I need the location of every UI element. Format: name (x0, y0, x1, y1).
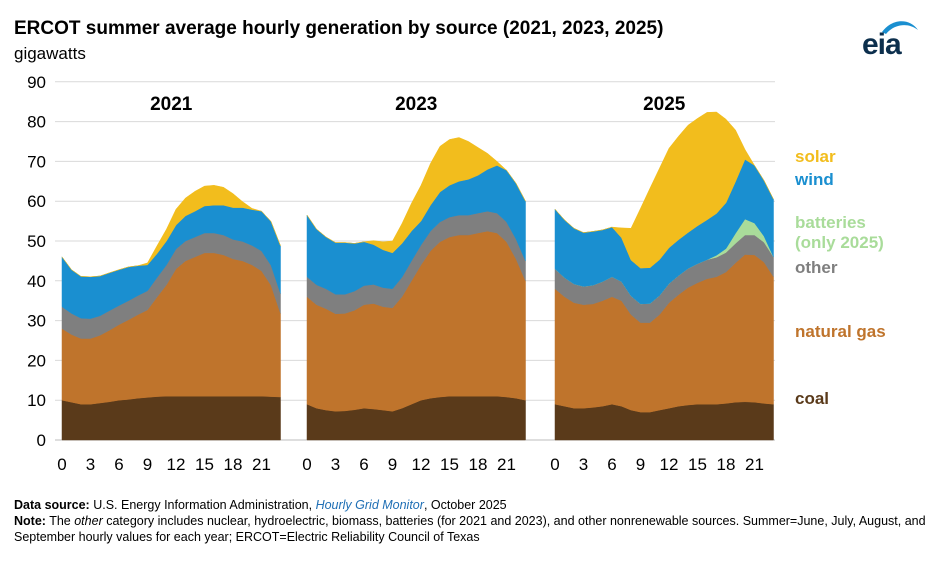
area-2023-solar (306, 137, 526, 254)
x-tick-label: 6 (359, 455, 368, 474)
y-tick-label: 40 (27, 272, 46, 291)
x-tick-label: 18 (717, 455, 736, 474)
x-tick-label: 15 (440, 455, 459, 474)
y-tick-label: 10 (27, 391, 46, 410)
panel-title-2023: 2023 (395, 94, 437, 115)
legend-label-line2: (only 2025) (795, 233, 884, 252)
x-tick-label: 12 (660, 455, 679, 474)
y-tick-label: 0 (37, 431, 46, 450)
x-tick-label: 12 (167, 455, 186, 474)
legend-label: batteries (795, 213, 866, 232)
legend-label: wind (795, 170, 834, 189)
eia-logo: eia (862, 16, 922, 62)
x-tick-label: 9 (636, 455, 645, 474)
x-tick-label: 21 (497, 455, 516, 474)
area-2021-solar (61, 185, 281, 278)
x-tick-label: 12 (412, 455, 431, 474)
legend-label: other (795, 258, 838, 277)
x-tick-label: 15 (688, 455, 707, 474)
x-tick-label: 6 (114, 455, 123, 474)
x-tick-label: 18 (469, 455, 488, 474)
y-tick-label: 80 (27, 113, 46, 132)
source-text: U.S. Energy Information Administration, (93, 498, 313, 512)
x-tick-label: 18 (224, 455, 243, 474)
x-tick-label: 0 (550, 455, 559, 474)
legend-gas: natural gas (795, 322, 886, 342)
legend-other: other (795, 258, 838, 278)
panel-title-2021: 2021 (150, 94, 193, 115)
unit-label: gigawatts (14, 44, 86, 63)
x-tick-label: 3 (86, 455, 95, 474)
source-link[interactable]: Hourly Grid Monitor (315, 498, 424, 512)
legend-label: coal (795, 389, 830, 408)
x-tick-label: 15 (195, 455, 214, 474)
x-tick-label: 21 (745, 455, 764, 474)
y-tick-label: 70 (27, 152, 46, 171)
area-2025-solar (554, 111, 774, 269)
x-tick-label: 3 (579, 455, 588, 474)
note-line: Note: The other category includes nuclea… (14, 513, 934, 545)
note-italic: other (74, 514, 103, 528)
x-tick-label: 21 (252, 455, 271, 474)
legend-label: solar (795, 147, 836, 166)
y-tick-label: 50 (27, 232, 46, 251)
x-tick-label: 9 (143, 455, 152, 474)
note-label: Note: (14, 514, 46, 528)
x-tick-label: 0 (302, 455, 311, 474)
y-tick-label: 60 (27, 192, 46, 211)
legend-label: natural gas (795, 322, 886, 341)
chart-title: ERCOT summer average hourly generation b… (14, 18, 664, 39)
y-tick-label: 90 (27, 73, 46, 92)
x-tick-label: 6 (607, 455, 616, 474)
legend-coal: coal (795, 389, 829, 409)
legend-solar: solar (795, 147, 836, 167)
legend-batteries: batteries (only 2025) (795, 213, 884, 253)
panel-title-2025: 2025 (643, 94, 686, 115)
x-tick-label: 9 (388, 455, 397, 474)
footer: Data source: U.S. Energy Information Adm… (14, 497, 934, 545)
source-date: , October 2025 (423, 498, 507, 512)
eia-logo-text: eia (862, 28, 902, 61)
source-line: Data source: U.S. Energy Information Adm… (14, 497, 934, 513)
legend-wind: wind (795, 170, 834, 190)
y-tick-label: 30 (27, 312, 46, 331)
note-pre: The (49, 514, 71, 528)
x-tick-label: 3 (331, 455, 340, 474)
source-label: Data source: (14, 498, 90, 512)
eia-logo-swoosh (882, 21, 918, 34)
note-text: category includes nuclear, hydroelectric… (14, 514, 926, 544)
x-tick-label: 0 (57, 455, 66, 474)
y-tick-label: 20 (27, 351, 46, 370)
